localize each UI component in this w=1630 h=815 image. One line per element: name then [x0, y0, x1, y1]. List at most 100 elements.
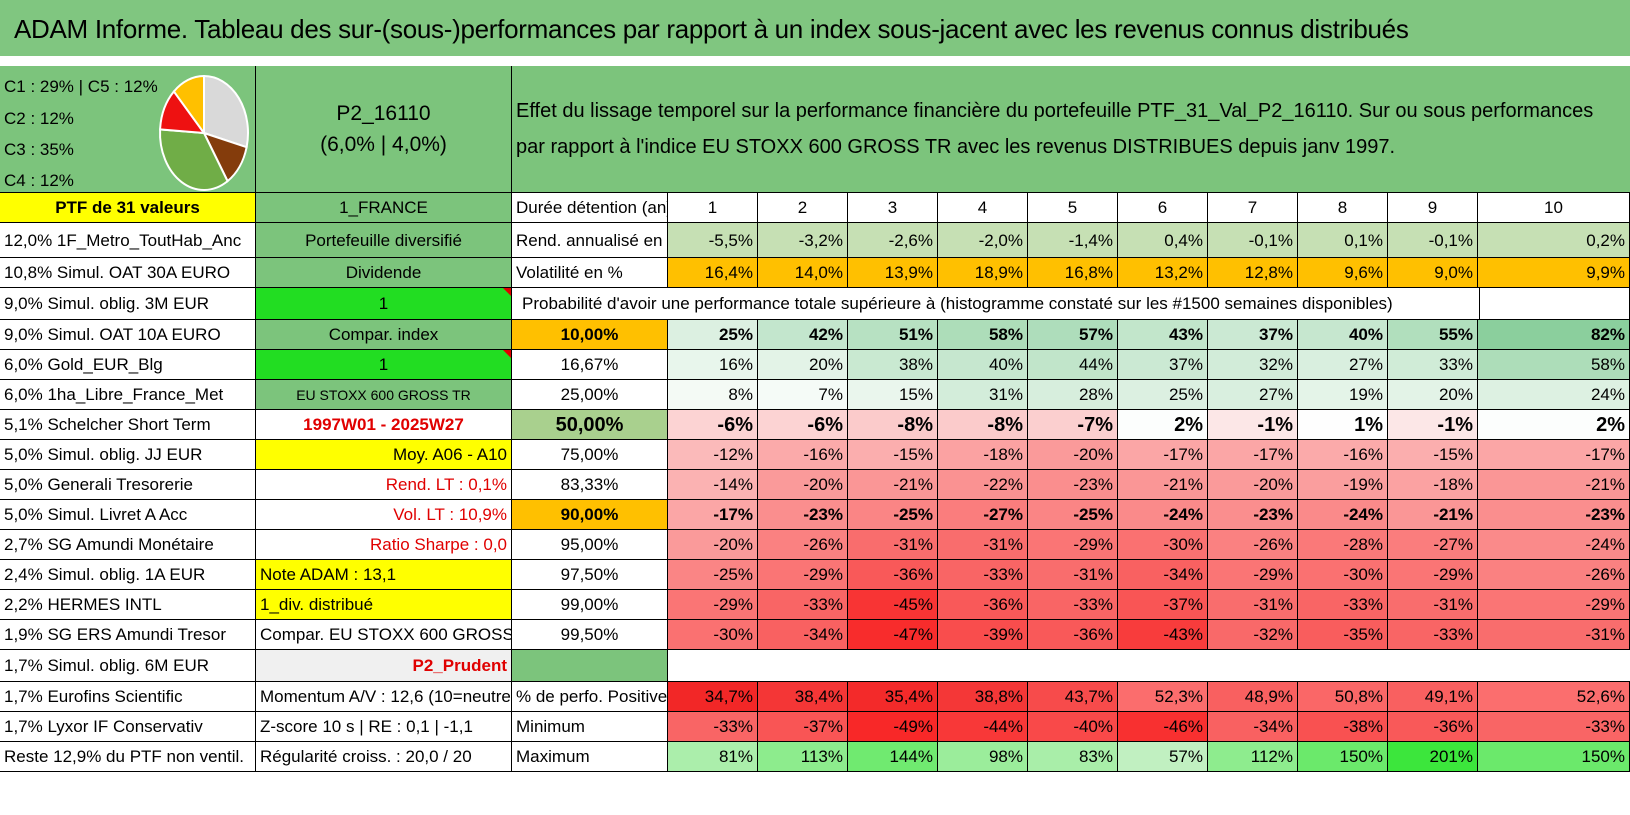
max-value[interactable]: 113%: [758, 742, 848, 772]
pos-value[interactable]: 38,4%: [758, 682, 848, 712]
prob-value[interactable]: -43%: [1118, 620, 1208, 650]
quantile-cell[interactable]: 83,33%: [512, 470, 668, 500]
max-value[interactable]: 112%: [1208, 742, 1298, 772]
param-cell[interactable]: EU STOXX 600 GROSS TR: [256, 380, 512, 410]
rend-value[interactable]: -1,4%: [1028, 223, 1118, 258]
prob-value[interactable]: 44%: [1028, 350, 1118, 380]
prob-value[interactable]: -33%: [1298, 590, 1388, 620]
prob-value[interactable]: -1%: [1388, 410, 1478, 440]
prob-value[interactable]: -33%: [1388, 620, 1478, 650]
prob-value[interactable]: 8%: [668, 380, 758, 410]
rend-value[interactable]: -3,2%: [758, 223, 848, 258]
vol-value[interactable]: 9,0%: [1388, 258, 1478, 288]
prob-value[interactable]: 31%: [938, 380, 1028, 410]
min-value[interactable]: -49%: [848, 712, 938, 742]
prob-value[interactable]: -17%: [1478, 440, 1630, 470]
rend-value[interactable]: -0,1%: [1388, 223, 1478, 258]
holding-row[interactable]: 2,4% Simul. oblig. 1A EUR: [0, 560, 256, 590]
min-value[interactable]: -46%: [1118, 712, 1208, 742]
year-header[interactable]: 1: [668, 193, 758, 223]
param-cell[interactable]: Portefeuille diversifié: [256, 223, 512, 258]
prob-value[interactable]: -24%: [1298, 500, 1388, 530]
holding-row[interactable]: 1,7% Simul. oblig. 6M EUR: [0, 650, 256, 682]
prob-value[interactable]: 33%: [1388, 350, 1478, 380]
prob-value[interactable]: -8%: [848, 410, 938, 440]
year-header[interactable]: 6: [1118, 193, 1208, 223]
year-header[interactable]: 9: [1388, 193, 1478, 223]
prob-value[interactable]: -36%: [1028, 620, 1118, 650]
param-cell[interactable]: 1997W01 - 2025W27: [256, 410, 512, 440]
prob-value[interactable]: -31%: [848, 530, 938, 560]
vol-value[interactable]: 16,4%: [668, 258, 758, 288]
max-value[interactable]: 144%: [848, 742, 938, 772]
prob-value[interactable]: 43%: [1118, 320, 1208, 350]
holding-row[interactable]: 5,1% Schelcher Short Term: [0, 410, 256, 440]
prob-value[interactable]: -18%: [1388, 470, 1478, 500]
rend-value[interactable]: -2,0%: [938, 223, 1028, 258]
prob-value[interactable]: -36%: [848, 560, 938, 590]
prob-value[interactable]: -12%: [668, 440, 758, 470]
prob-value[interactable]: -31%: [1208, 590, 1298, 620]
quantile-cell[interactable]: 90,00%: [512, 500, 668, 530]
prob-value[interactable]: 55%: [1388, 320, 1478, 350]
holding-row[interactable]: 9,0% Simul. oblig. 3M EUR: [0, 288, 256, 320]
prob-value[interactable]: -19%: [1298, 470, 1388, 500]
prob-value[interactable]: 19%: [1298, 380, 1388, 410]
prob-value[interactable]: -18%: [938, 440, 1028, 470]
param-cell[interactable]: Moy. A06 - A10: [256, 440, 512, 470]
prob-value[interactable]: -21%: [1478, 470, 1630, 500]
prob-value[interactable]: -30%: [1298, 560, 1388, 590]
vol-value[interactable]: 9,6%: [1298, 258, 1388, 288]
param-cell[interactable]: Note ADAM : 13,1: [256, 560, 512, 590]
holding-row[interactable]: 1,9% SG ERS Amundi Tresor: [0, 620, 256, 650]
quantile-cell[interactable]: 99,50%: [512, 620, 668, 650]
holding-row[interactable]: 5,0% Simul. oblig. JJ EUR: [0, 440, 256, 470]
prob-value[interactable]: 20%: [758, 350, 848, 380]
max-value[interactable]: 98%: [938, 742, 1028, 772]
prob-value[interactable]: -35%: [1298, 620, 1388, 650]
param-cell[interactable]: Rend. LT : 0,1%: [256, 470, 512, 500]
prob-value[interactable]: -23%: [758, 500, 848, 530]
pos-value[interactable]: 34,7%: [668, 682, 758, 712]
prob-value[interactable]: -34%: [1118, 560, 1208, 590]
prob-value[interactable]: -20%: [758, 470, 848, 500]
prob-value[interactable]: 28%: [1028, 380, 1118, 410]
pos-label[interactable]: % de perfo. Positives: [512, 682, 668, 712]
prob-value[interactable]: 82%: [1478, 320, 1630, 350]
quantile-cell[interactable]: 50,00%: [512, 410, 668, 440]
param-cell[interactable]: Z-score 10 s | RE : 0,1 | -1,1: [256, 712, 512, 742]
pos-value[interactable]: 49,1%: [1388, 682, 1478, 712]
param-cell[interactable]: Vol. LT : 10,9%: [256, 500, 512, 530]
vol-value[interactable]: 13,9%: [848, 258, 938, 288]
prob-value[interactable]: -14%: [668, 470, 758, 500]
prob-value[interactable]: -29%: [668, 590, 758, 620]
prob-value[interactable]: -23%: [1478, 500, 1630, 530]
pos-value[interactable]: 52,6%: [1478, 682, 1630, 712]
min-value[interactable]: -33%: [668, 712, 758, 742]
vol-label[interactable]: Volatilité en %: [512, 258, 668, 288]
prob-value[interactable]: 2%: [1118, 410, 1208, 440]
prob-value[interactable]: -45%: [848, 590, 938, 620]
min-value[interactable]: -34%: [1208, 712, 1298, 742]
prob-value[interactable]: -27%: [1388, 530, 1478, 560]
max-value[interactable]: 83%: [1028, 742, 1118, 772]
param-cell[interactable]: 1_FRANCE: [256, 193, 512, 223]
prob-value[interactable]: -31%: [1028, 560, 1118, 590]
prob-value[interactable]: -33%: [758, 590, 848, 620]
holding-row[interactable]: 1,7% Eurofins Scientific: [0, 682, 256, 712]
prob-value[interactable]: -21%: [1118, 470, 1208, 500]
rend-value[interactable]: 0,1%: [1298, 223, 1388, 258]
prob-title-end[interactable]: [1478, 288, 1630, 320]
prob-value[interactable]: -15%: [848, 440, 938, 470]
prob-value[interactable]: -29%: [1028, 530, 1118, 560]
prob-value[interactable]: 27%: [1208, 380, 1298, 410]
min-value[interactable]: -33%: [1478, 712, 1630, 742]
prob-value[interactable]: -15%: [1388, 440, 1478, 470]
prob-value[interactable]: -32%: [1208, 620, 1298, 650]
param-cell[interactable]: Compar. index: [256, 320, 512, 350]
year-header[interactable]: 5: [1028, 193, 1118, 223]
param-cell[interactable]: Ratio Sharpe : 0,0: [256, 530, 512, 560]
prob-value[interactable]: 2%: [1478, 410, 1630, 440]
holding-row[interactable]: 6,0% Gold_EUR_Blg: [0, 350, 256, 380]
holdings-header[interactable]: PTF de 31 valeurs: [0, 193, 256, 223]
